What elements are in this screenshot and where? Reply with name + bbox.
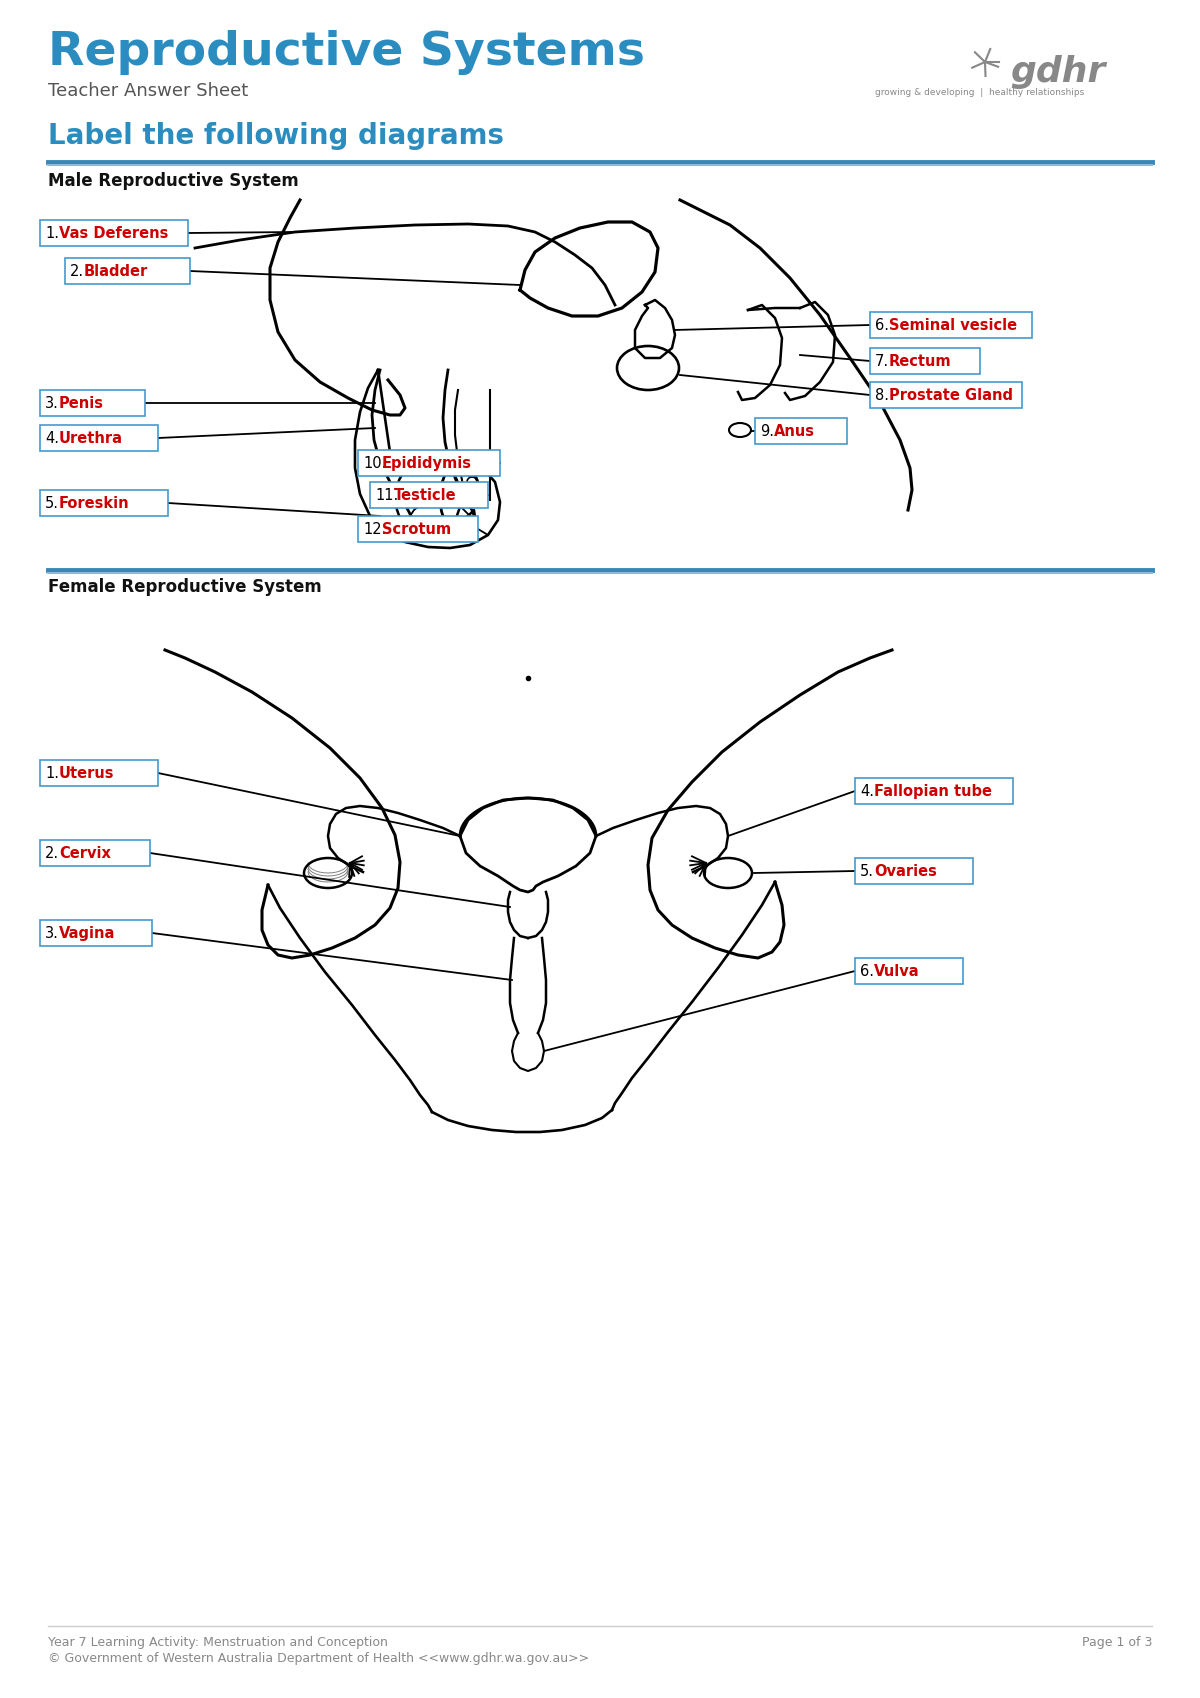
Text: Prostate Gland: Prostate Gland [889,387,1013,402]
Ellipse shape [704,857,752,888]
Text: Teacher Answer Sheet: Teacher Answer Sheet [48,82,248,100]
Text: 4.: 4. [46,431,59,445]
Text: Uterus: Uterus [59,766,114,781]
Text: 3.: 3. [46,396,59,411]
Text: Female Reproductive System: Female Reproductive System [48,577,322,596]
Text: Vulva: Vulva [874,963,919,978]
Text: Rectum: Rectum [889,353,952,368]
FancyBboxPatch shape [40,761,158,786]
FancyBboxPatch shape [40,920,152,946]
Text: 10.: 10. [364,455,386,470]
Text: Male Reproductive System: Male Reproductive System [48,171,299,190]
Text: Label the following diagrams: Label the following diagrams [48,122,504,149]
Text: © Government of Western Australia Department of Health <<www.gdhr.wa.gov.au>>: © Government of Western Australia Depart… [48,1652,589,1666]
Text: Cervix: Cervix [59,846,110,861]
Text: 2.: 2. [70,263,84,278]
Text: Anus: Anus [774,423,815,438]
Text: 5.: 5. [46,496,59,511]
FancyBboxPatch shape [854,857,973,885]
Text: Penis: Penis [59,396,104,411]
Text: growing & developing  |  healthy relationships: growing & developing | healthy relations… [875,88,1085,97]
FancyBboxPatch shape [854,778,1013,803]
Text: 9.: 9. [760,423,774,438]
FancyBboxPatch shape [358,450,500,475]
Text: 1.: 1. [46,226,59,241]
Text: Ovaries: Ovaries [874,864,937,878]
Text: 8.: 8. [875,387,889,402]
Text: 6.: 6. [860,963,874,978]
Text: Vagina: Vagina [59,925,115,941]
FancyBboxPatch shape [40,221,188,246]
FancyBboxPatch shape [40,841,150,866]
Text: Vas Deferens: Vas Deferens [59,226,168,241]
Text: 11.: 11. [374,487,398,503]
FancyBboxPatch shape [755,418,847,443]
FancyBboxPatch shape [854,958,964,985]
FancyBboxPatch shape [40,491,168,516]
Text: Testicle: Testicle [394,487,457,503]
Text: 1.: 1. [46,766,59,781]
Text: Bladder: Bladder [84,263,149,278]
Text: Page 1 of 3: Page 1 of 3 [1081,1635,1152,1649]
Text: Foreskin: Foreskin [59,496,130,511]
Text: 7.: 7. [875,353,889,368]
Text: gdhr: gdhr [1010,54,1105,88]
Text: 2.: 2. [46,846,59,861]
Text: Seminal vesicle: Seminal vesicle [889,318,1018,333]
Text: 12.: 12. [364,521,386,537]
Text: 6.: 6. [875,318,889,333]
FancyBboxPatch shape [870,382,1022,408]
Text: 4.: 4. [860,783,874,798]
FancyBboxPatch shape [870,312,1032,338]
Text: 3.: 3. [46,925,59,941]
Text: Reproductive Systems: Reproductive Systems [48,31,646,75]
Text: Year 7 Learning Activity: Menstruation and Conception: Year 7 Learning Activity: Menstruation a… [48,1635,388,1649]
Text: 5.: 5. [860,864,874,878]
FancyBboxPatch shape [40,391,145,416]
Text: Fallopian tube: Fallopian tube [874,783,992,798]
FancyBboxPatch shape [370,482,488,508]
FancyBboxPatch shape [40,424,158,452]
Text: Scrotum: Scrotum [382,521,451,537]
FancyBboxPatch shape [358,516,478,542]
Text: Epididymis: Epididymis [382,455,472,470]
Text: Urethra: Urethra [59,431,124,445]
Ellipse shape [304,857,352,888]
FancyBboxPatch shape [65,258,190,284]
FancyBboxPatch shape [870,348,980,374]
